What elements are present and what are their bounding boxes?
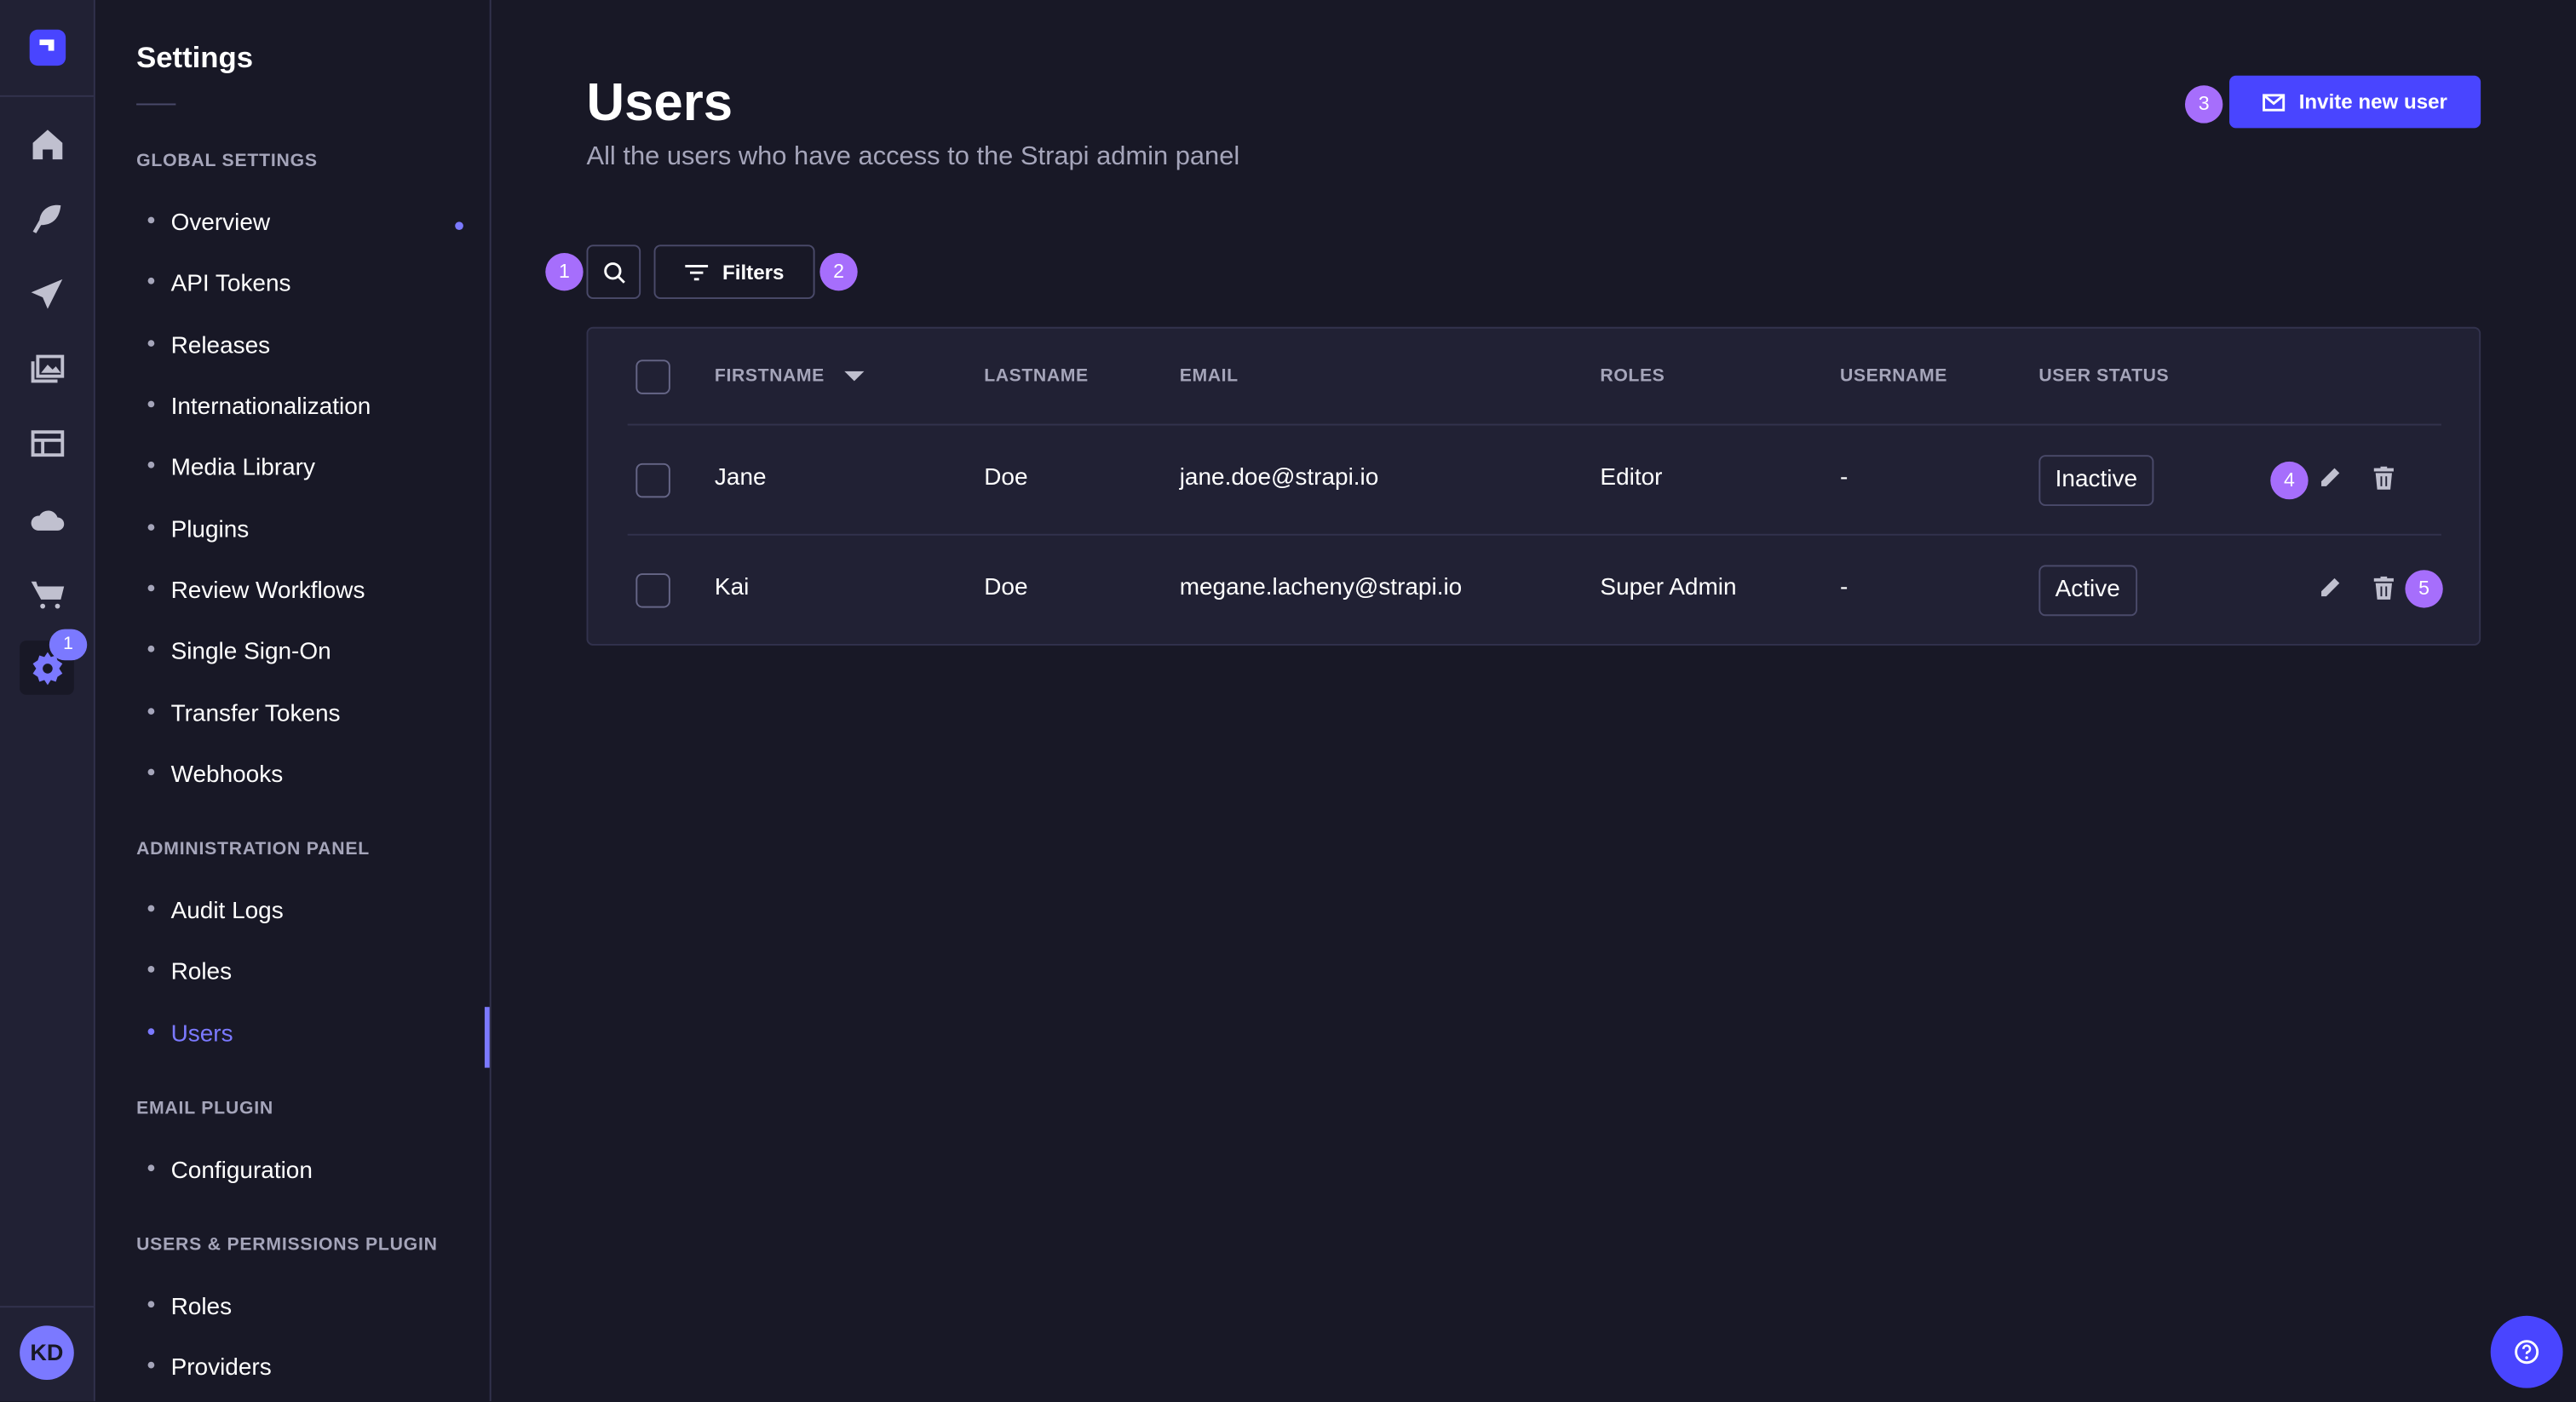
column-header-email: EMAIL (1179, 366, 1239, 387)
strapi-logo[interactable] (29, 29, 66, 66)
sidebar-section-label: ADMINISTRATION PANEL (136, 839, 370, 859)
search-icon (603, 261, 624, 283)
marker-badge: 1 (545, 252, 584, 291)
status-badge: Inactive (2038, 455, 2154, 506)
invite-user-button[interactable]: Invite new user (2229, 75, 2481, 129)
sidebar-section-label: EMAIL PLUGIN (136, 1099, 273, 1119)
edit-pencil-icon[interactable] (2316, 575, 2343, 601)
sidebar-item-roles[interactable]: Roles (148, 1295, 233, 1321)
marker-badge: 2 (819, 252, 858, 291)
cell-firstname: Jane (714, 464, 767, 491)
marker-badge: 3 (2184, 85, 2223, 124)
sidebar-section-label: USERS & PERMISSIONS PLUGIN (136, 1235, 438, 1255)
sidebar-item-roles[interactable]: Roles (148, 959, 233, 985)
cloud-icon[interactable] (28, 499, 67, 538)
cell-roles: Editor (1600, 464, 1663, 491)
sidebar-item-users[interactable]: Users (148, 1022, 233, 1049)
main-content: Users All the users who have access to t… (492, 0, 2576, 1401)
settings-sidebar: Settings GLOBAL SETTINGS Overview API Toke… (95, 0, 492, 1402)
filters-label: Filters (722, 260, 785, 284)
column-header-firstname[interactable]: FIRSTNAME (715, 366, 865, 386)
layout-icon[interactable] (28, 424, 67, 463)
paper-plane-icon[interactable] (28, 274, 67, 313)
sidebar-item-single-sign-on[interactable]: Single Sign-On (148, 639, 331, 665)
sort-desc-icon[interactable] (844, 371, 865, 382)
sidebar-item-providers[interactable]: Providers (148, 1355, 272, 1382)
delete-trash-icon[interactable] (2371, 575, 2397, 601)
mail-icon (2263, 93, 2286, 111)
sidebar-item-api-tokens[interactable]: API Tokens (148, 271, 291, 297)
sidebar-item-configuration[interactable]: Configuration (148, 1158, 313, 1185)
cell-username: - (1839, 464, 1849, 491)
marker-badge: 4 (2270, 461, 2309, 500)
users-table: FIRSTNAME LASTNAME EMAIL ROLES USERNAME … (586, 326, 2481, 646)
divider (0, 1306, 94, 1308)
invite-label: Invite new user (2298, 90, 2447, 114)
search-button[interactable] (586, 244, 641, 299)
page-subtitle: All the users who have access to the Str… (586, 142, 1240, 171)
status-badge: Active (2038, 565, 2137, 617)
sidebar-item-internationalization[interactable]: Internationalization (148, 394, 371, 421)
active-indicator (484, 1007, 490, 1068)
marker-badge: 5 (2405, 570, 2443, 608)
row-checkbox[interactable] (635, 463, 670, 498)
home-icon[interactable] (28, 125, 67, 164)
avatar[interactable]: KD (20, 1325, 74, 1380)
column-header-username: USERNAME (1839, 366, 1948, 387)
help-button[interactable] (2490, 1315, 2563, 1388)
sidebar-item-releases[interactable]: Releases (148, 333, 271, 359)
sidebar-title: Settings (136, 41, 254, 74)
edit-pencil-icon[interactable] (2316, 465, 2343, 491)
filters-button[interactable]: Filters (653, 244, 815, 299)
row-checkbox[interactable] (635, 573, 670, 608)
divider (0, 95, 94, 97)
media-icon[interactable] (28, 348, 67, 388)
cell-lastname: Doe (984, 574, 1028, 601)
select-all-checkbox[interactable] (635, 359, 670, 394)
new-indicator-dot (455, 221, 463, 230)
sidebar-item-webhooks[interactable]: Webhooks (148, 762, 284, 789)
sidebar-item-plugins[interactable]: Plugins (148, 517, 250, 543)
notification-badge: 1 (49, 629, 88, 661)
cell-username: - (1839, 574, 1849, 601)
cell-roles: Super Admin (1600, 574, 1737, 601)
cell-email: jane.doe@strapi.io (1179, 464, 1379, 491)
sidebar-item-transfer-tokens[interactable]: Transfer Tokens (148, 701, 341, 727)
gear-icon[interactable] (28, 649, 67, 688)
cell-email: megane.lacheny@strapi.io (1179, 574, 1463, 601)
delete-trash-icon[interactable] (2371, 465, 2397, 491)
sidebar-item-review-workflows[interactable]: Review Workflows (148, 578, 365, 605)
divider (627, 423, 2441, 426)
sidebar-section-label: GLOBAL SETTINGS (136, 151, 318, 171)
sidebar-item-audit-logs[interactable]: Audit Logs (148, 899, 284, 925)
help-icon (2515, 1340, 2539, 1365)
sidebar-item-overview[interactable]: Overview (148, 210, 271, 237)
main-nav: 1 KD (0, 0, 95, 1402)
column-header-lastname: LASTNAME (984, 366, 1089, 387)
column-header-roles: ROLES (1600, 366, 1665, 387)
cell-lastname: Doe (984, 464, 1028, 491)
filter-icon (684, 264, 708, 280)
feather-icon[interactable] (28, 198, 67, 238)
cart-icon[interactable] (28, 575, 67, 614)
sidebar-item-media-library[interactable]: Media Library (148, 455, 315, 481)
column-header-user-status: USER STATUS (2038, 366, 2170, 387)
divider (627, 533, 2441, 536)
cell-firstname: Kai (714, 574, 750, 601)
divider (136, 103, 176, 106)
page-title: Users (586, 72, 733, 132)
